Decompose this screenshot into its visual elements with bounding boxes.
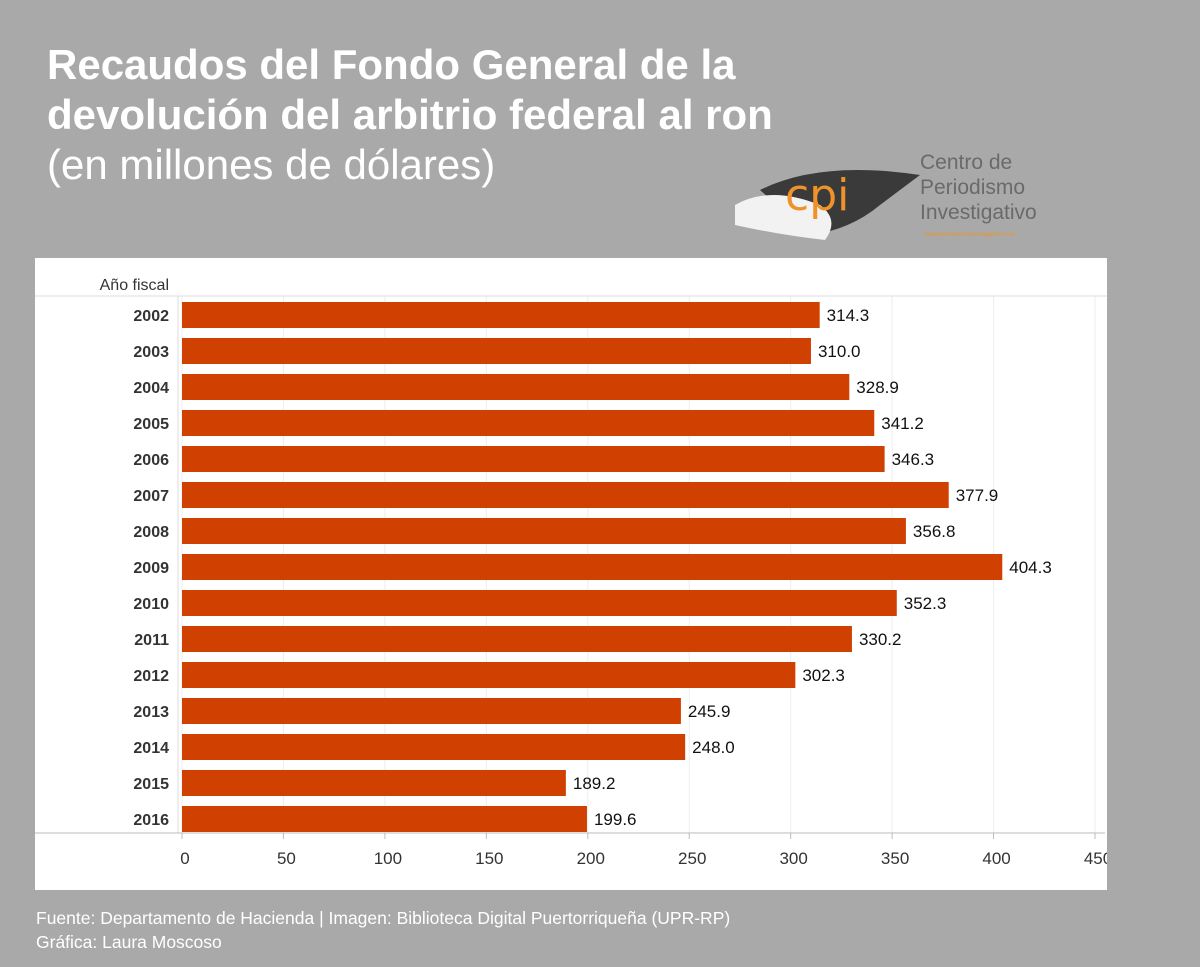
cpi-logo: cpi Centro de Periodismo Investigativo w…	[730, 145, 1100, 250]
bar-2008	[182, 518, 906, 544]
data-label: 245.9	[688, 702, 731, 721]
svg-text:cpi: cpi	[785, 170, 849, 221]
source-text: Fuente: Departamento de Hacienda | Image…	[36, 908, 731, 928]
data-label: 341.2	[881, 414, 924, 433]
data-label: 199.6	[594, 810, 637, 829]
bar-2011	[182, 626, 852, 652]
logo-line-2: Periodismo	[920, 176, 1026, 199]
data-label: 310.0	[818, 342, 861, 361]
title-line-2: devolución del arbitrio federal al ron	[47, 91, 773, 138]
bar-2010	[182, 590, 897, 616]
y-tick-label: 2012	[133, 668, 169, 685]
cpi-logo-mark: cpi	[735, 170, 920, 240]
y-tick-label: 2010	[133, 596, 169, 613]
chart-panel: 0 50 100 150 200 250 300 350 400 450 Año fiscal 200…	[35, 258, 1107, 890]
bar-2005	[182, 410, 875, 436]
title-line-1: Recaudos del Fondo General de la	[47, 41, 736, 88]
x-tick-label: 400	[982, 849, 1010, 868]
bar-chart: 0 50 100 150 200 250 300 350 400 450 Año fiscal 200…	[35, 277, 1107, 868]
y-tick-label: 2009	[133, 560, 169, 577]
y-tick-label: 2015	[133, 776, 169, 793]
bar-2002	[182, 302, 820, 328]
y-tick-label: 2003	[133, 344, 169, 361]
y-tick-label: 2013	[133, 704, 169, 721]
x-tick-label: 50	[277, 849, 296, 868]
data-label: 328.9	[856, 378, 899, 397]
x-tick-label: 0	[180, 849, 189, 868]
y-tick-label: 2006	[133, 452, 169, 469]
footer: Fuente: Departamento de Hacienda | Image…	[36, 906, 730, 954]
y-tick-label: 2007	[133, 488, 169, 505]
x-tick-label: 300	[779, 849, 807, 868]
x-tick-label: 250	[678, 849, 706, 868]
y-tick-label: 2008	[133, 524, 169, 541]
data-label: 377.9	[956, 486, 999, 505]
x-tick-label: 450	[1084, 849, 1107, 868]
chart-title: Recaudos del Fondo General de la devoluc…	[47, 40, 773, 190]
y-axis-title: Año fiscal	[100, 277, 169, 294]
data-label: 248.0	[692, 738, 735, 757]
logo-url: www.periodismoinvestigativo.com	[925, 232, 1015, 238]
data-label: 189.2	[573, 774, 616, 793]
x-tick-label: 350	[881, 849, 909, 868]
bar-2009	[182, 554, 1003, 580]
bar-2006	[182, 446, 885, 472]
y-tick-label: 2011	[134, 632, 169, 649]
logo-line-3: Investigativo	[920, 201, 1037, 224]
logo-line-1: Centro de	[920, 151, 1013, 174]
data-label: 330.2	[859, 630, 902, 649]
y-tick-label: 2014	[133, 740, 169, 757]
y-tick-label: 2004	[133, 380, 169, 397]
y-tick-label: 2002	[133, 308, 169, 325]
data-label: 302.3	[802, 666, 845, 685]
y-tick-label: 2005	[133, 416, 169, 433]
bar-2015	[182, 770, 566, 796]
data-label: 346.3	[892, 450, 935, 469]
data-label: 404.3	[1009, 558, 1052, 577]
bar-2012	[182, 662, 796, 688]
bar-2014	[182, 734, 686, 760]
credit-text: Gráfica: Laura Moscoso	[36, 932, 222, 952]
data-label: 352.3	[904, 594, 947, 613]
x-tick-label: 200	[577, 849, 605, 868]
bar-2004	[182, 374, 850, 400]
y-tick-label: 2016	[133, 812, 169, 829]
data-label: 356.8	[913, 522, 956, 541]
bar-2013	[182, 698, 681, 724]
x-tick-label: 100	[374, 849, 402, 868]
x-tick-label: 150	[475, 849, 503, 868]
subtitle: (en millones de dólares)	[47, 141, 496, 188]
bar-2003	[182, 338, 811, 364]
bar-2007	[182, 482, 949, 508]
data-label: 314.3	[827, 306, 870, 325]
bar-2016	[182, 806, 587, 832]
